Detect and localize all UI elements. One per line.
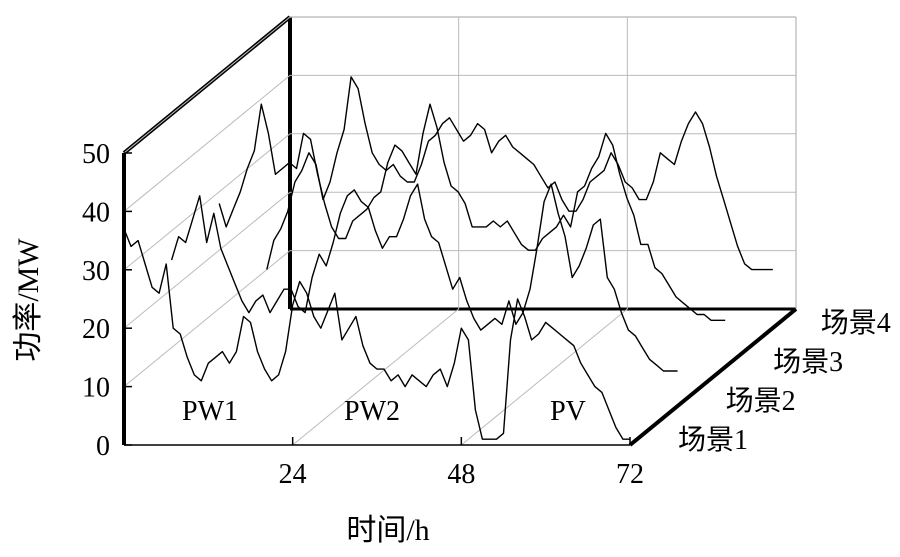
annotation-pw1: PW1 bbox=[182, 396, 238, 427]
grid-side-horizontal bbox=[123, 16, 291, 154]
y-axis-label: 功率/MW bbox=[12, 238, 45, 362]
tick-labels: 场景4 场景3 场景2 场景1 0 10 20 30 40 50 24 48 72 bbox=[82, 139, 891, 490]
x-tick-label: 24 bbox=[279, 459, 307, 490]
annotation-pw2: PW2 bbox=[344, 396, 400, 427]
chart-walls bbox=[122, 15, 797, 311]
series-label-4: 场景4 bbox=[821, 308, 891, 339]
x-axis-label: 时间/h bbox=[346, 514, 429, 547]
grid-floor-depth bbox=[292, 308, 459, 446]
depth-axis-line bbox=[628, 307, 798, 447]
y-tick-label: 30 bbox=[82, 256, 110, 287]
annotation-pv: PV bbox=[550, 396, 586, 427]
grid-side-horizontal bbox=[123, 133, 291, 271]
x-tick-label: 48 bbox=[447, 459, 475, 490]
grid-side-horizontal bbox=[123, 250, 291, 387]
y-tick-label: 20 bbox=[82, 314, 110, 345]
series-line-4 bbox=[266, 76, 773, 271]
chart-axes bbox=[122, 152, 798, 447]
series-line-1 bbox=[123, 228, 630, 440]
series-label-1: 场景1 bbox=[678, 425, 748, 456]
y-tick-label: 40 bbox=[82, 197, 110, 228]
x-tick-label: 72 bbox=[616, 459, 644, 490]
series-label-2: 场景2 bbox=[726, 386, 796, 417]
grid-floor-depth bbox=[461, 308, 628, 446]
series-label-3: 场景3 bbox=[773, 347, 843, 378]
chart-grid bbox=[123, 16, 797, 446]
y-tick-label: 50 bbox=[82, 139, 110, 170]
series-line-3 bbox=[218, 103, 726, 321]
series-line-2 bbox=[170, 183, 678, 372]
y-tick-label: 0 bbox=[96, 431, 110, 462]
grid-side-horizontal bbox=[123, 191, 291, 329]
y-tick-label: 10 bbox=[82, 373, 110, 404]
series-layer bbox=[123, 76, 773, 440]
grid-side-horizontal bbox=[123, 75, 291, 212]
